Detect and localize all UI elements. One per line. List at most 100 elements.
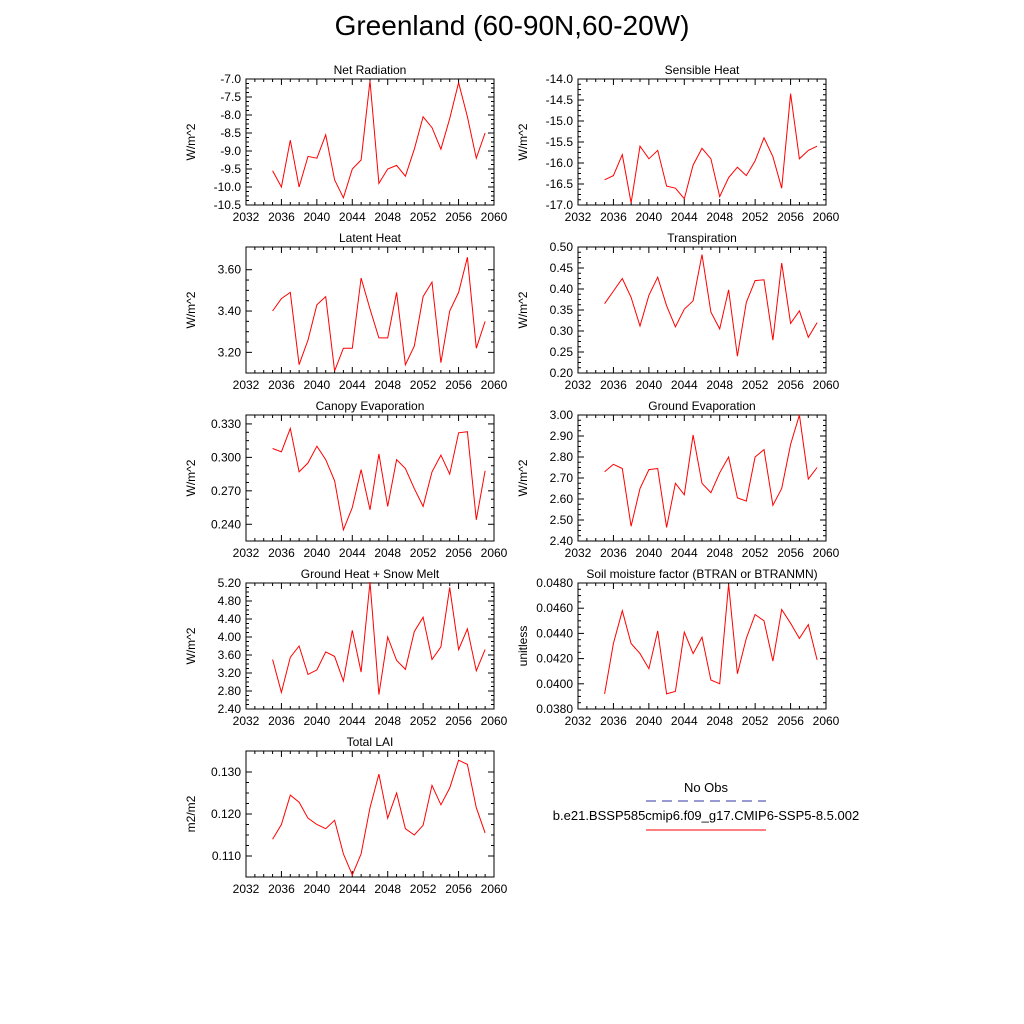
plot-frame [577, 78, 827, 206]
x-tick-label: 2048 [706, 714, 733, 728]
y-tick-label: 0.330 [211, 417, 241, 431]
series-line-1 [272, 80, 486, 200]
y-tick-label: 2.70 [550, 471, 574, 485]
y-tick-label: 3.20 [218, 345, 242, 359]
x-tick-label: 2052 [742, 210, 769, 224]
x-tick-label: 2048 [706, 210, 733, 224]
x-tick-label: 2036 [268, 714, 295, 728]
x-tick-label: 2040 [304, 882, 331, 896]
y-tick-label: 3.00 [550, 408, 574, 422]
y-tick-label: 0.0420 [536, 652, 573, 666]
x-tick-label: 2032 [233, 546, 260, 560]
chart-panel-9: Total LAI m2/m2 2032 2036 2040 2044 2048 2052 20… [184, 735, 508, 896]
x-tick-label: 2040 [304, 546, 331, 560]
x-tick-label: 2044 [671, 546, 698, 560]
y-tick-label: 0.35 [550, 303, 574, 317]
x-tick-label: 2044 [671, 714, 698, 728]
chart-panel-6: Ground Evaporation W/m^2 2032 2036 2040 2044 2… [516, 399, 840, 560]
y-axis-label: W/m^2 [184, 459, 198, 496]
chart-panel-1: Net Radiation W/m^2 2032 2036 2040 2044 2048 20… [184, 63, 508, 224]
y-tick-label: 3.60 [218, 263, 242, 277]
y-tick-label: 5.20 [218, 576, 242, 590]
x-tick-label: 2036 [268, 210, 295, 224]
plot-frame [577, 582, 827, 710]
x-tick-label: 2056 [777, 714, 804, 728]
y-axis-label: W/m^2 [516, 123, 530, 160]
y-tick-label: -10.5 [214, 198, 242, 212]
y-tick-label: 0.25 [550, 345, 574, 359]
x-tick-label: 2056 [445, 378, 472, 392]
x-tick-label: 2048 [374, 882, 401, 896]
x-tick-label: 2056 [445, 546, 472, 560]
y-tick-label: 2.40 [550, 534, 574, 548]
x-tick-label: 2044 [339, 546, 366, 560]
x-tick-label: 2060 [813, 714, 840, 728]
legend: No Obs b.e21.BSSP585cmip6.f09_g17.CMIP6-… [553, 780, 859, 831]
x-tick-label: 2052 [410, 882, 437, 896]
y-tick-label: 2.80 [218, 684, 242, 698]
y-tick-label: -15.5 [546, 135, 574, 149]
y-tick-label: 3.40 [218, 304, 242, 318]
x-tick-label: 2032 [565, 714, 592, 728]
x-tick-label: 2044 [339, 714, 366, 728]
y-tick-label: -17.0 [546, 198, 574, 212]
series-line-1 [604, 584, 818, 695]
y-tick-label: -9.5 [220, 162, 241, 176]
series-line-1 [272, 257, 486, 372]
chart-panel-7: Ground Heat + Snow Melt W/m^2 2032 2036 2040… [184, 567, 508, 728]
x-tick-label: 2036 [268, 546, 295, 560]
y-tick-label: 3.60 [218, 648, 242, 662]
y-tick-label: -14.0 [546, 72, 574, 86]
y-tick-label: 0.50 [550, 240, 574, 254]
y-tick-label: 0.110 [212, 849, 241, 863]
y-axis-label: W/m^2 [184, 627, 198, 664]
y-tick-label: 0.0460 [536, 601, 573, 615]
y-tick-label: -16.0 [546, 156, 574, 170]
y-tick-label: -7.0 [220, 72, 241, 86]
x-tick-label: 2060 [481, 714, 508, 728]
series-line-1 [604, 254, 818, 357]
y-tick-label: 0.270 [211, 484, 241, 498]
series-line-1 [604, 93, 818, 203]
x-tick-label: 2032 [233, 882, 260, 896]
y-axis-label: W/m^2 [516, 459, 530, 496]
x-tick-label: 2040 [636, 210, 663, 224]
x-tick-label: 2060 [481, 210, 508, 224]
series-line-1 [272, 582, 486, 695]
panel-title: Ground Evaporation [648, 399, 755, 413]
y-tick-label: 2.80 [550, 450, 574, 464]
x-tick-label: 2060 [481, 882, 508, 896]
chart-panel-8: Soil moisture factor (BTRAN or BTRANMN) u… [516, 567, 840, 728]
y-tick-label: 4.80 [218, 594, 242, 608]
x-tick-label: 2048 [374, 210, 401, 224]
y-tick-label: 2.60 [550, 492, 574, 506]
x-tick-label: 2052 [742, 546, 769, 560]
y-tick-label: -16.5 [546, 177, 574, 191]
x-tick-label: 2036 [268, 378, 295, 392]
y-tick-label: 4.40 [218, 612, 242, 626]
plot-frame [577, 414, 827, 542]
x-tick-label: 2052 [742, 714, 769, 728]
y-tick-label: 2.50 [550, 513, 574, 527]
panel-title: Transpiration [667, 231, 737, 245]
x-tick-label: 2056 [445, 714, 472, 728]
y-tick-label: 0.20 [550, 366, 574, 380]
y-axis-label: m2/m2 [184, 795, 198, 832]
x-tick-label: 2036 [600, 714, 627, 728]
plot-frame [245, 750, 495, 878]
x-tick-label: 2060 [813, 546, 840, 560]
y-axis-label: unitless [516, 626, 530, 667]
x-tick-label: 2040 [636, 546, 663, 560]
panels-group: Net Radiation W/m^2 2032 2036 2040 2044 2048 20… [184, 63, 840, 896]
x-tick-label: 2056 [445, 882, 472, 896]
y-tick-label: 0.300 [211, 450, 241, 464]
y-tick-label: -9.0 [220, 144, 241, 158]
x-tick-label: 2044 [339, 210, 366, 224]
panel-title: Ground Heat + Snow Melt [301, 567, 440, 581]
x-tick-label: 2032 [233, 714, 260, 728]
x-tick-label: 2052 [410, 546, 437, 560]
series-line-1 [272, 759, 486, 877]
y-tick-label: -8.5 [220, 126, 241, 140]
panel-title: Latent Heat [339, 231, 402, 245]
y-tick-label: 0.0400 [536, 677, 573, 691]
